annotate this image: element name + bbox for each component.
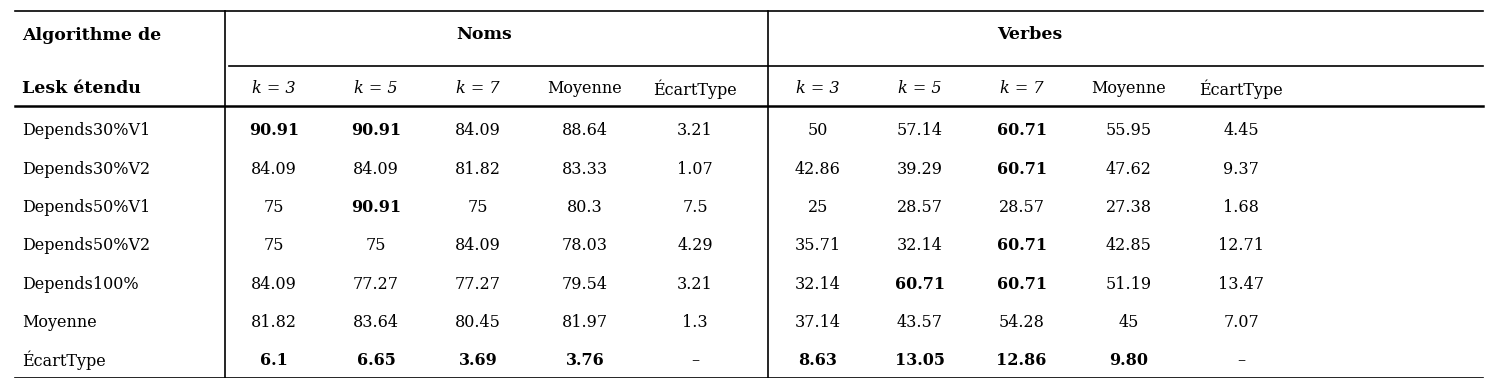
Text: 75: 75 (467, 199, 488, 216)
Text: 84.09: 84.09 (252, 276, 297, 293)
Text: k = 7: k = 7 (999, 81, 1044, 97)
Text: 13.47: 13.47 (1218, 276, 1264, 293)
Text: 8.63: 8.63 (798, 352, 837, 369)
Text: Depends30%V1: Depends30%V1 (22, 122, 151, 139)
Text: 12.71: 12.71 (1218, 237, 1264, 254)
Text: 7.07: 7.07 (1224, 314, 1258, 331)
Text: 6.65: 6.65 (357, 352, 395, 369)
Text: Depends100%: Depends100% (22, 276, 139, 293)
Text: 78.03: 78.03 (562, 237, 608, 254)
Text: 50: 50 (807, 122, 828, 139)
Text: 80.45: 80.45 (455, 314, 500, 331)
Text: 90.91: 90.91 (351, 122, 401, 139)
Text: 1.68: 1.68 (1224, 199, 1258, 216)
Text: k = 3: k = 3 (252, 81, 297, 97)
Text: 81.82: 81.82 (455, 161, 500, 178)
Text: 35.71: 35.71 (795, 237, 840, 254)
Text: k = 3: k = 3 (795, 81, 840, 97)
Text: 4.29: 4.29 (677, 237, 713, 254)
Text: 60.71: 60.71 (996, 122, 1047, 139)
Text: 32.14: 32.14 (897, 237, 942, 254)
Text: 54.28: 54.28 (999, 314, 1044, 331)
Text: –: – (691, 352, 700, 369)
Text: ÉcartType: ÉcartType (653, 79, 737, 99)
Text: 1.3: 1.3 (682, 314, 709, 331)
Text: 1.07: 1.07 (677, 161, 713, 178)
Text: 75: 75 (264, 237, 285, 254)
Text: 12.86: 12.86 (996, 352, 1047, 369)
Text: 3.69: 3.69 (458, 352, 497, 369)
Text: 32.14: 32.14 (795, 276, 840, 293)
Text: 28.57: 28.57 (897, 199, 942, 216)
Text: k = 7: k = 7 (455, 81, 500, 97)
Text: Moyenne: Moyenne (1092, 81, 1165, 97)
Text: Verbes: Verbes (996, 26, 1062, 42)
Text: 83.33: 83.33 (562, 161, 608, 178)
Text: Moyenne: Moyenne (548, 81, 622, 97)
Text: 9.37: 9.37 (1224, 161, 1258, 178)
Text: 77.27: 77.27 (455, 276, 500, 293)
Text: 84.09: 84.09 (455, 122, 500, 139)
Text: 75: 75 (264, 199, 285, 216)
Text: 75: 75 (366, 237, 386, 254)
Text: Lesk étendu: Lesk étendu (22, 81, 141, 97)
Text: 6.1: 6.1 (261, 352, 288, 369)
Text: 90.91: 90.91 (351, 199, 401, 216)
Text: –: – (1237, 352, 1245, 369)
Text: ÉcartType: ÉcartType (1200, 79, 1282, 99)
Text: 80.3: 80.3 (568, 199, 602, 216)
Text: 88.64: 88.64 (562, 122, 608, 139)
Text: 7.5: 7.5 (682, 199, 709, 216)
Text: 43.57: 43.57 (897, 314, 942, 331)
Text: 79.54: 79.54 (562, 276, 608, 293)
Text: 25: 25 (807, 199, 828, 216)
Text: ÉcartType: ÉcartType (22, 351, 106, 370)
Text: 90.91: 90.91 (249, 122, 300, 139)
Text: k = 5: k = 5 (354, 81, 398, 97)
Text: 60.71: 60.71 (996, 276, 1047, 293)
Text: Depends50%V2: Depends50%V2 (22, 237, 151, 254)
Text: 55.95: 55.95 (1106, 122, 1152, 139)
Text: 4.45: 4.45 (1224, 122, 1258, 139)
Text: 47.62: 47.62 (1106, 161, 1152, 178)
Text: 39.29: 39.29 (897, 161, 942, 178)
Text: 60.71: 60.71 (996, 161, 1047, 178)
Text: 3.21: 3.21 (677, 276, 713, 293)
Text: Noms: Noms (457, 26, 512, 42)
Text: 3.76: 3.76 (566, 352, 604, 369)
Text: 83.64: 83.64 (354, 314, 398, 331)
Text: 81.82: 81.82 (252, 314, 297, 331)
Text: Moyenne: Moyenne (22, 314, 97, 331)
Text: 27.38: 27.38 (1106, 199, 1152, 216)
Text: Algorithme de: Algorithme de (22, 28, 162, 44)
Text: Depends50%V1: Depends50%V1 (22, 199, 151, 216)
Text: 57.14: 57.14 (897, 122, 942, 139)
Text: 3.21: 3.21 (677, 122, 713, 139)
Text: 13.05: 13.05 (894, 352, 945, 369)
Text: 51.19: 51.19 (1106, 276, 1152, 293)
Text: 42.85: 42.85 (1106, 237, 1152, 254)
Text: 84.09: 84.09 (252, 161, 297, 178)
Text: 9.80: 9.80 (1109, 352, 1149, 369)
Text: 60.71: 60.71 (996, 237, 1047, 254)
Text: 60.71: 60.71 (894, 276, 945, 293)
Text: 28.57: 28.57 (999, 199, 1044, 216)
Text: 84.09: 84.09 (455, 237, 500, 254)
Text: Depends30%V2: Depends30%V2 (22, 161, 151, 178)
Text: 81.97: 81.97 (562, 314, 608, 331)
Text: 37.14: 37.14 (795, 314, 840, 331)
Text: 42.86: 42.86 (795, 161, 840, 178)
Text: 77.27: 77.27 (354, 276, 398, 293)
Text: 84.09: 84.09 (354, 161, 398, 178)
Text: k = 5: k = 5 (897, 81, 942, 97)
Text: 45: 45 (1119, 314, 1138, 331)
